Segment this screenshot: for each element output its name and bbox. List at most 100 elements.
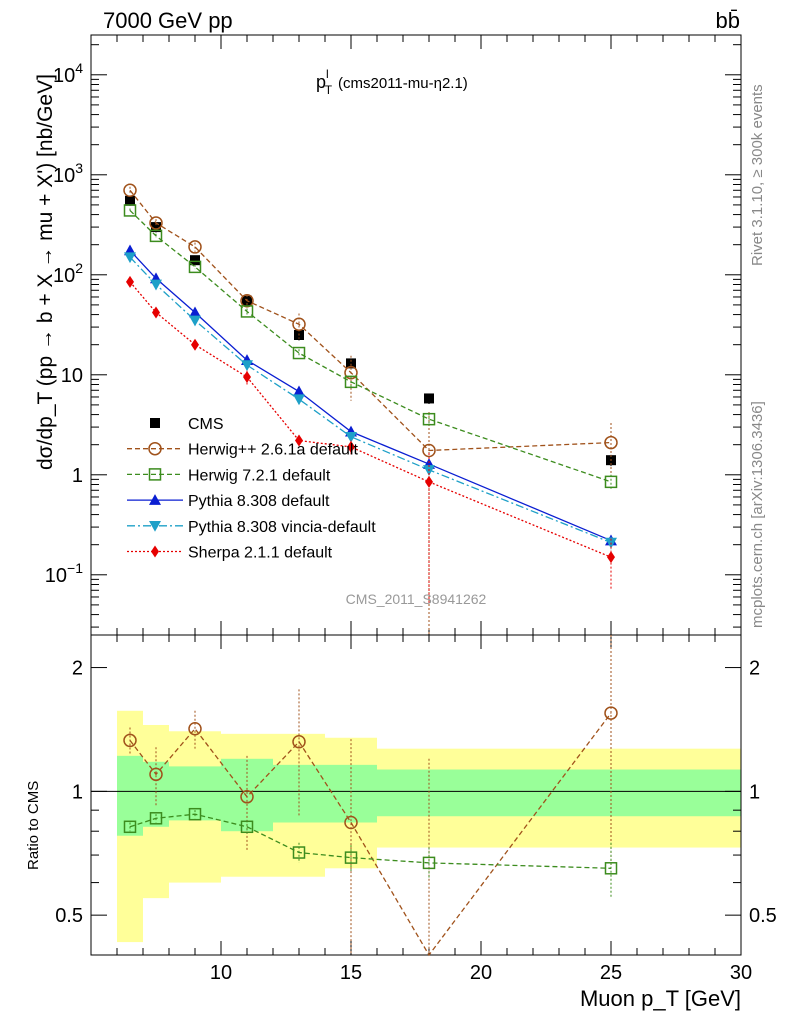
- ratio-y-tick-label-right: 2: [749, 658, 760, 680]
- ratio-point: [188, 721, 202, 736]
- data-point: [425, 475, 433, 488]
- x-tick-label: 15: [340, 962, 362, 984]
- legend-label: CMS: [188, 416, 224, 433]
- legend-marker: [148, 468, 162, 481]
- data-point: [188, 240, 202, 254]
- axes-layer: 10 15 20 25 30 10−1 1 10 102 103 104 0.5 0.5 1 1 2 2: [45, 35, 777, 984]
- data-point: [188, 260, 202, 274]
- data-point: [346, 358, 356, 369]
- data-point: [347, 440, 355, 453]
- ratio-point: [292, 735, 306, 749]
- x-tick-label: 20: [470, 962, 492, 984]
- title-left: 7000 GeV pp: [103, 8, 233, 33]
- ratio-series-herwig7: [123, 807, 618, 899]
- observable-main: p: [316, 72, 326, 92]
- y-tick-label: 104: [53, 60, 83, 87]
- legend-label: Sherpa 2.1.1 default: [188, 545, 333, 562]
- ratio-point: [188, 807, 202, 821]
- observable-sup: l: [326, 67, 329, 81]
- legend-item-herwig7: Herwig 7.2.1 default: [127, 467, 331, 484]
- data-point: [125, 195, 135, 206]
- legend-marker: [149, 494, 161, 505]
- data-point: [607, 551, 615, 564]
- y-axis-label: dσ/dp_T (pp → b + X → mu + X') [nb/GeV]: [34, 74, 57, 470]
- data-point: [345, 431, 357, 443]
- ratio-y-axis-label: Ratio to CMS: [25, 781, 42, 870]
- y-tick-label: 102: [53, 260, 83, 287]
- y-tick-label: 10−1: [45, 560, 83, 587]
- series-line-herwig7: [129, 209, 612, 483]
- series-line-herwigpp: [129, 189, 612, 452]
- ratio-y-tick-label-right: 0.5: [749, 905, 777, 927]
- ratio-point: [149, 767, 163, 782]
- x-axis-label: Muon p_T [GeV]: [580, 986, 741, 1011]
- data-point: [344, 375, 358, 389]
- x-tick-label: 30: [730, 962, 752, 984]
- ratio-line-herwig7: [129, 813, 612, 869]
- data-point: [243, 371, 251, 384]
- ratio-point: [604, 706, 618, 720]
- data-point: [424, 393, 434, 404]
- data-point: [295, 434, 303, 447]
- observable-label: pl T (cms2011-mu-η2.1): [316, 67, 468, 97]
- ratio-y-tick-label-left: 0.5: [55, 905, 83, 927]
- data-point: [149, 229, 163, 243]
- data-point: [123, 204, 137, 217]
- watermark: CMS_2011_S8941262: [346, 591, 487, 607]
- data-point: [604, 435, 618, 450]
- series-herwig7: [123, 204, 618, 491]
- data-point: [240, 305, 254, 318]
- legend-label: Herwig 7.2.1 default: [188, 467, 331, 484]
- legend-layer: CMS Herwig++ 2.6.1a default Herwig 7.2.1 d…: [127, 416, 376, 562]
- data-point: [604, 475, 618, 489]
- data-point: [293, 394, 305, 406]
- data-layer: [123, 183, 618, 957]
- legend-item-cms: CMS: [150, 416, 224, 433]
- ratio-point: [344, 851, 358, 864]
- ratio-band-inner: [169, 766, 221, 821]
- ratio-y-tick-label-left: 1: [72, 781, 83, 803]
- title-right: bb̄: [716, 8, 740, 33]
- legend-item-sherpa: Sherpa 2.1.1 default: [127, 545, 333, 562]
- series-line-pythia: [129, 250, 612, 542]
- data-point: [189, 306, 201, 318]
- data-point: [126, 275, 134, 288]
- legend-marker: [151, 545, 159, 558]
- x-tick-label: 10: [210, 962, 232, 984]
- legend-marker: [149, 521, 161, 532]
- data-point: [123, 183, 137, 198]
- data-point: [152, 306, 160, 319]
- ratio-point: [292, 846, 306, 859]
- legend-label: Herwig++ 2.6.1a default: [188, 442, 358, 459]
- ratio-plot-frame: [90, 634, 742, 956]
- data-point: [190, 255, 200, 266]
- data-point: [293, 385, 305, 397]
- y-tick-label: 10: [61, 365, 83, 387]
- ratio-y-tick-label-right: 1: [749, 781, 760, 803]
- data-point: [292, 346, 306, 360]
- data-point: [124, 252, 136, 264]
- ratio-point: [240, 820, 254, 834]
- data-point: [422, 412, 436, 426]
- data-point: [292, 317, 306, 332]
- ratio-point: [344, 815, 358, 830]
- legend-marker: [150, 418, 160, 428]
- data-point: [149, 216, 163, 230]
- ratio-band-inner: [221, 758, 273, 832]
- legend-marker: [148, 441, 162, 456]
- ratio-series-herwigpp: [123, 635, 618, 957]
- ratio-point: [604, 862, 618, 875]
- ratio-point: [149, 812, 163, 825]
- legend-item-herwigpp: Herwig++ 2.6.1a default: [127, 442, 358, 459]
- legend-label: Pythia 8.308 vincia-default: [188, 519, 376, 536]
- series-line-vincia: [129, 256, 612, 544]
- side-text-bottom: mcplots.cern.ch [arXiv:1306.3436]: [749, 401, 766, 628]
- ratio-point: [422, 856, 436, 870]
- x-tick-label: 25: [600, 962, 622, 984]
- data-point: [151, 222, 161, 233]
- series-line-sherpa: [129, 281, 612, 558]
- series-sherpa: [126, 275, 615, 605]
- ratio-band-inner: [325, 764, 377, 823]
- ratio-y-tick-label-left: 2: [72, 658, 83, 680]
